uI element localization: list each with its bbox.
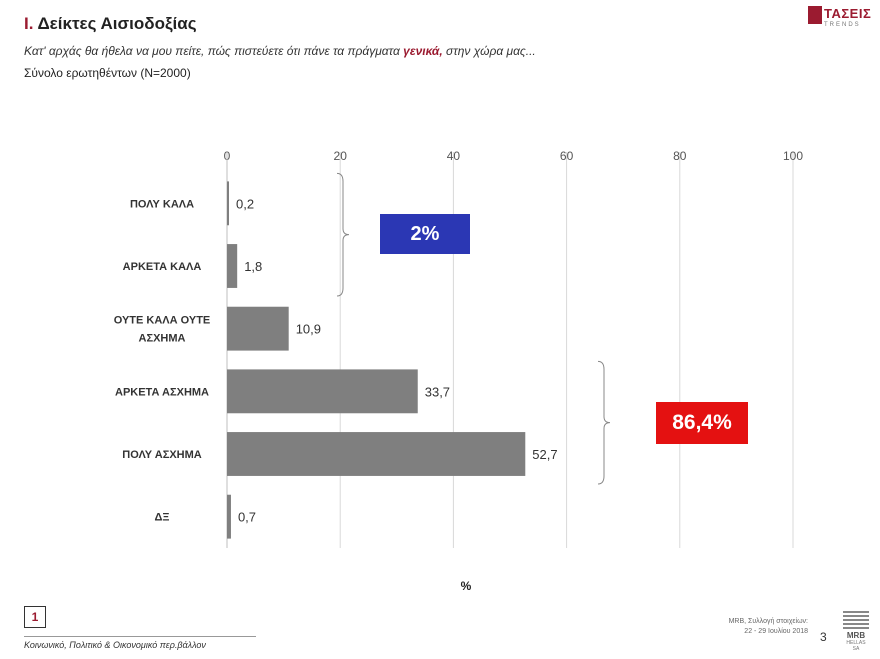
bar-value-label: 52,7	[532, 447, 557, 462]
mrb-logo-name: MRB	[846, 631, 866, 640]
tasis-logo: ΤΑΣΕΙΣ TRENDS	[808, 6, 872, 32]
mrb-logo: MRB HELLAS SA	[843, 611, 869, 652]
bar-value-label: 0,2	[236, 196, 254, 211]
positive-bracket	[336, 172, 350, 297]
category-label-line: ΟΥΤΕ ΚΑΛΑ ΟΥΤΕ	[114, 315, 211, 327]
category-label: ΔΞ	[155, 512, 170, 524]
bar-value-label: 0,7	[238, 510, 256, 525]
category-label: ΑΡΚΕΤΑ ΑΣΧΗΜΑ	[115, 386, 209, 398]
category-label: ΠΟΛΥ ΚΑΛΑ	[130, 198, 194, 210]
sample-base: Σύνολο ερωτηθέντων (N=2000)	[24, 66, 191, 80]
logo-name: ΤΑΣΕΙΣ	[824, 6, 872, 21]
category-label: ΟΥΤΕ ΚΑΛΑ ΟΥΤΕ ΑΣΧΗΜΑ	[114, 315, 211, 345]
section-number-box: 1	[24, 606, 46, 628]
negative-bracket	[597, 360, 611, 485]
title-number: I.	[24, 14, 34, 33]
question-text-end: στην χώρα μας...	[442, 44, 536, 58]
slide-title: I. Δείκτες Αισιοδοξίας	[24, 14, 197, 34]
logo-tagline: TRENDS	[824, 22, 861, 28]
mrb-logo-icon	[843, 611, 869, 631]
page-number: 3	[820, 630, 827, 644]
x-tick-label: 40	[447, 149, 461, 163]
x-tick-label: 60	[560, 149, 574, 163]
title-text: Δείκτες Αισιοδοξίας	[37, 14, 197, 33]
bar	[227, 306, 289, 351]
footer-divider	[24, 636, 256, 637]
question-text: Κατ' αρχάς θα ήθελα να μου πείτε, πώς πι…	[24, 44, 536, 58]
category-label: ΑΡΚΕΤΑ ΚΑΛΑ	[123, 261, 202, 273]
bar	[227, 369, 418, 414]
category-label-line: ΠΟΛΥ ΚΑΛΑ	[130, 198, 194, 210]
source-line-1: MRB, Συλλογή στοιχείων:	[728, 618, 808, 625]
x-axis-label: %	[461, 579, 472, 593]
category-label-line: ΑΣΧΗΜΑ	[139, 333, 186, 345]
mrb-logo-sub: HELLAS SA	[846, 640, 866, 652]
category-label-line: ΑΡΚΕΤΑ ΚΑΛΑ	[123, 261, 202, 273]
bar	[227, 181, 229, 226]
positive-total-box: 2%	[380, 214, 470, 254]
category-label-line: ΠΟΛΥ ΑΣΧΗΜΑ	[122, 449, 202, 461]
source-line-2: 22 - 29 Ιουλίου 2018	[744, 628, 808, 635]
bar	[227, 244, 238, 288]
bar-value-label: 33,7	[425, 384, 450, 399]
x-tick-label: 100	[783, 149, 803, 163]
question-text-start: Κατ' αρχάς θα ήθελα να μου πείτε, πώς πι…	[24, 44, 404, 58]
bar	[227, 432, 526, 476]
category-label-line: ΑΡΚΕΤΑ ΑΣΧΗΜΑ	[115, 386, 209, 398]
category-label-line: ΔΞ	[155, 512, 170, 524]
bar	[227, 494, 231, 539]
question-highlight: γενικά,	[403, 44, 443, 58]
bar-value-label: 10,9	[296, 322, 321, 337]
source-note: MRB, Συλλογή στοιχείων: 22 - 29 Ιουλίου 2…	[700, 617, 808, 637]
footer-text: Κοινωνικό, Πολιτικό & Οικονομικό περ.βάλ…	[24, 640, 206, 650]
x-tick-label: 80	[673, 149, 687, 163]
logo-mark-icon	[808, 6, 822, 24]
bar-value-label: 1,8	[244, 259, 262, 274]
category-label: ΠΟΛΥ ΑΣΧΗΜΑ	[122, 449, 202, 461]
negative-total-box: 86,4%	[656, 402, 748, 444]
x-tick-label: 20	[334, 149, 348, 163]
